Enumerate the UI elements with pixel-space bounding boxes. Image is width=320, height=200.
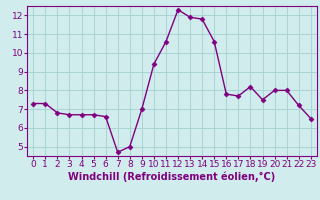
X-axis label: Windchill (Refroidissement éolien,°C): Windchill (Refroidissement éolien,°C) [68, 172, 276, 182]
